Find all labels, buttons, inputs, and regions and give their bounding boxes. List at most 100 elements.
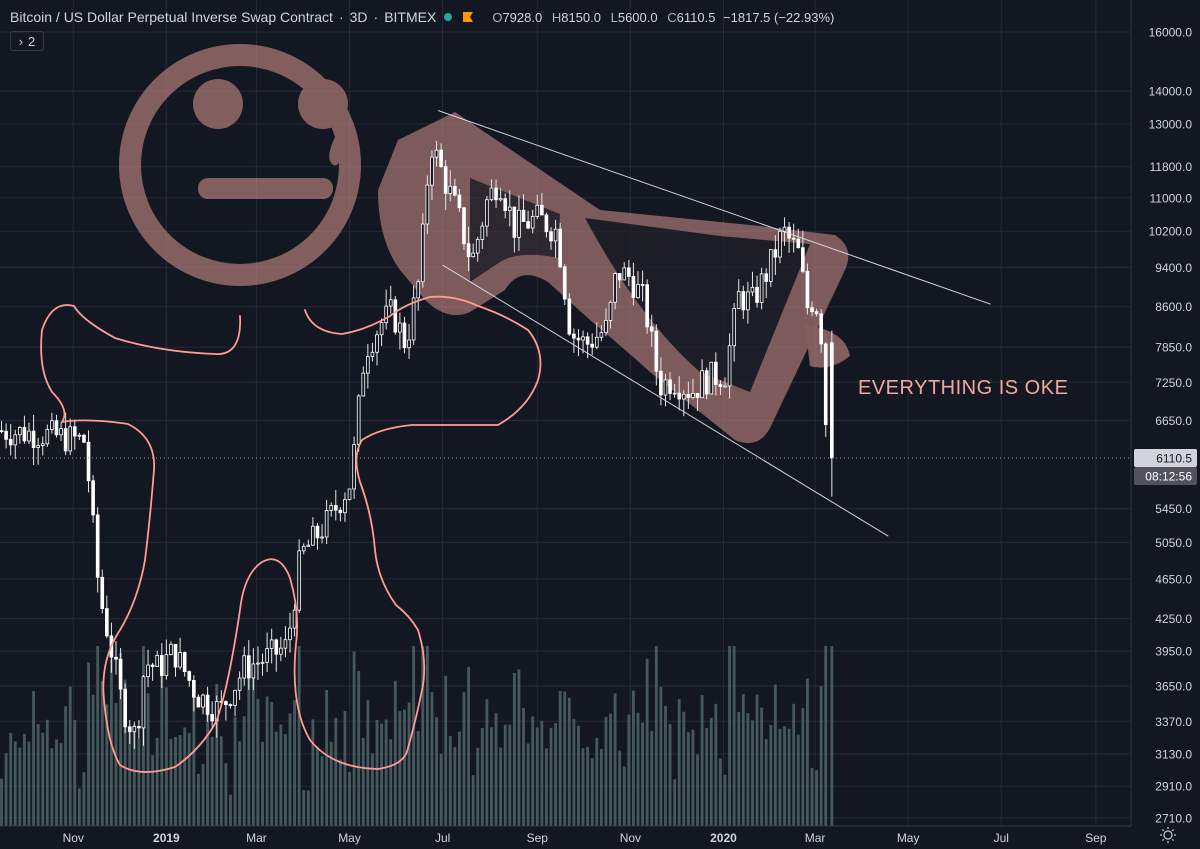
candle-body: [288, 627, 292, 641]
volume-bar: [512, 672, 516, 826]
candle-body: [686, 393, 691, 399]
volume-bar: [815, 770, 818, 826]
candle-body: [558, 228, 562, 268]
candle-body: [750, 286, 755, 293]
candle-body: [553, 228, 558, 242]
volume-bar: [567, 697, 571, 826]
candle-body: [123, 688, 127, 728]
volume-bar: [709, 717, 713, 826]
volume-bar: [293, 700, 296, 826]
candle-body: [352, 444, 356, 490]
flag-icon[interactable]: [462, 11, 474, 23]
volume-bar: [251, 678, 255, 826]
candle-body: [718, 384, 723, 387]
volume-bar: [705, 728, 709, 826]
price-axis-label: 9400.0: [1155, 261, 1192, 275]
indicators-collapse-button[interactable]: › 2: [10, 31, 44, 51]
candle-body: [338, 509, 343, 514]
volume-bar: [577, 725, 580, 826]
candle-body: [150, 664, 155, 667]
candle-body: [420, 223, 425, 283]
candle-body: [77, 434, 82, 437]
candle-body: [622, 267, 627, 281]
candle-body: [320, 536, 324, 539]
volume-bar: [338, 759, 342, 826]
time-axis-label: Nov: [63, 831, 84, 845]
chart-legend-header[interactable]: Bitcoin / US Dollar Perpetual Inverse Sw…: [10, 7, 834, 27]
candle-body: [63, 428, 68, 452]
candle-body: [40, 443, 45, 447]
candle-body: [274, 639, 279, 655]
candle-body: [475, 239, 480, 254]
volume-bar: [357, 670, 361, 826]
time-axis-label: 2019: [153, 831, 180, 845]
trendlines: [437, 110, 991, 537]
volume-bar: [453, 747, 457, 826]
volume-bar: [270, 702, 274, 826]
candle-body: [521, 209, 526, 222]
price-axis[interactable]: 16000.0 14000.0 13000.0 11800.0 11000.0 10200…: [1130, 0, 1200, 849]
volume-bar: [119, 652, 122, 826]
candle-body: [759, 273, 764, 303]
candle-body: [0, 430, 4, 433]
settings-corner[interactable]: [1131, 826, 1200, 849]
time-axis[interactable]: Nov 2019 Mar May Jul Sep Nov 2020 Mar May Jul Sep: [0, 825, 1131, 849]
volume-bar: [677, 698, 681, 826]
candle-body: [301, 545, 306, 552]
candle-body: [361, 372, 366, 397]
exchange-label[interactable]: BITMEX: [384, 9, 437, 25]
candle-body: [485, 199, 489, 227]
candle-body: [457, 194, 462, 209]
price-axis-label: 5050.0: [1155, 536, 1192, 550]
candle-body: [228, 704, 233, 707]
volume-bar: [87, 662, 90, 826]
candle-body: [453, 185, 457, 196]
candle-body: [677, 392, 682, 400]
candle-body: [549, 231, 553, 242]
price-axis-label: 16000.0: [1149, 26, 1193, 40]
volume-bar: [261, 741, 264, 826]
volume-bar: [609, 713, 612, 826]
volume-bar: [682, 711, 686, 826]
interval-label[interactable]: 3D: [349, 9, 368, 25]
volume-bar: [155, 738, 159, 826]
volume-bar: [545, 748, 548, 826]
volume-bar: [476, 747, 480, 826]
volume-bar: [9, 733, 13, 826]
volume-bar: [169, 738, 173, 826]
body-outline-path: [40, 295, 542, 773]
candle-body: [256, 662, 260, 665]
volume-bar: [416, 730, 420, 826]
volume-bar: [100, 680, 104, 826]
candle-body: [631, 276, 636, 299]
candle-body: [746, 291, 750, 311]
volume-bar: [526, 743, 530, 826]
volume-bar: [581, 748, 585, 826]
volume-bar: [146, 693, 150, 826]
low-value: 5600.0: [617, 9, 658, 25]
volume-bar: [686, 732, 690, 826]
volume-bar: [819, 685, 823, 826]
candle-body: [608, 301, 613, 321]
symbol-description[interactable]: Bitcoin / US Dollar Perpetual Inverse Sw…: [10, 9, 333, 25]
candle-body: [530, 216, 535, 229]
volume-bar: [448, 735, 452, 826]
price-axis-label: 2910.0: [1155, 780, 1192, 794]
volume-bar: [627, 714, 631, 826]
candle-body: [384, 305, 388, 324]
volume-bar: [32, 690, 35, 826]
volume-bar: [210, 736, 214, 826]
candle-body: [727, 345, 732, 387]
candle-body: [645, 284, 649, 328]
volume-bar: [82, 772, 86, 826]
candle-body: [659, 370, 663, 396]
sun-icon[interactable]: [1160, 827, 1176, 843]
volume-bar: [778, 728, 782, 826]
price-axis-label: 3950.0: [1155, 645, 1192, 659]
volume-bar: [783, 726, 786, 826]
volume-bar: [741, 694, 745, 826]
volume-bar: [4, 753, 8, 826]
volume-bar: [462, 692, 466, 826]
